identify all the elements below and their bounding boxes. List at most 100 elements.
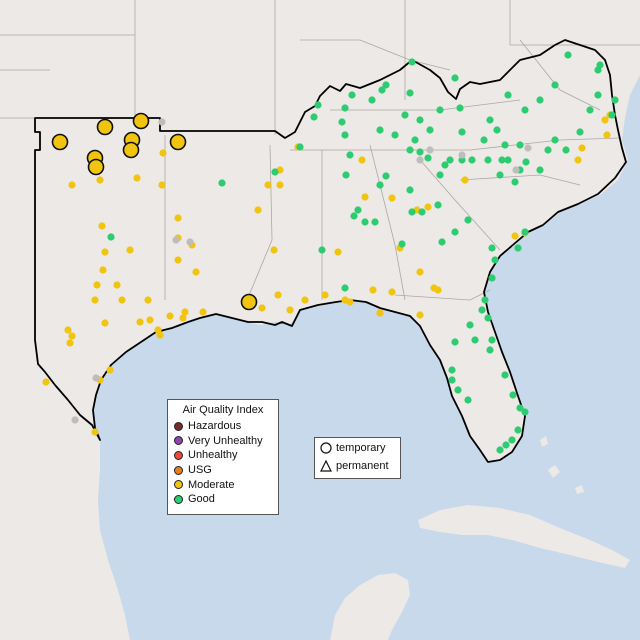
good-site-marker[interactable] [342, 171, 350, 179]
moderate-site-marker[interactable] [158, 181, 166, 189]
good-site-marker[interactable] [488, 274, 496, 282]
good-site-marker[interactable] [107, 233, 115, 241]
good-site-marker[interactable] [466, 321, 474, 329]
good-site-marker[interactable] [348, 91, 356, 99]
good-site-marker[interactable] [218, 179, 226, 187]
temporary-moderate-site-marker[interactable] [51, 133, 69, 151]
good-site-marker[interactable] [480, 136, 488, 144]
moderate-site-marker[interactable] [258, 304, 266, 312]
good-site-marker[interactable] [314, 101, 322, 109]
moderate-site-marker[interactable] [146, 316, 154, 324]
good-site-marker[interactable] [354, 206, 362, 214]
no-data-site-marker[interactable] [512, 166, 520, 174]
moderate-site-marker[interactable] [68, 181, 76, 189]
no-data-site-marker[interactable] [92, 374, 100, 382]
moderate-site-marker[interactable] [118, 296, 126, 304]
temporary-moderate-site-marker[interactable] [169, 133, 187, 151]
temporary-moderate-site-marker[interactable] [96, 118, 114, 136]
good-site-marker[interactable] [594, 91, 602, 99]
moderate-site-marker[interactable] [430, 284, 438, 292]
moderate-site-marker[interactable] [101, 248, 109, 256]
good-site-marker[interactable] [408, 208, 416, 216]
temporary-moderate-site-marker[interactable] [132, 112, 150, 130]
good-site-marker[interactable] [522, 158, 530, 166]
good-site-marker[interactable] [562, 146, 570, 154]
good-site-marker[interactable] [486, 346, 494, 354]
moderate-site-marker[interactable] [346, 298, 354, 306]
moderate-site-marker[interactable] [68, 332, 76, 340]
good-site-marker[interactable] [296, 143, 304, 151]
good-site-marker[interactable] [551, 136, 559, 144]
good-site-marker[interactable] [536, 96, 544, 104]
good-site-marker[interactable] [514, 426, 522, 434]
good-site-marker[interactable] [478, 306, 486, 314]
moderate-site-marker[interactable] [93, 281, 101, 289]
moderate-site-marker[interactable] [578, 144, 586, 152]
no-data-site-marker[interactable] [71, 416, 79, 424]
moderate-site-marker[interactable] [66, 339, 74, 347]
good-site-marker[interactable] [521, 228, 529, 236]
good-site-marker[interactable] [493, 126, 501, 134]
good-site-marker[interactable] [501, 141, 509, 149]
moderate-site-marker[interactable] [174, 214, 182, 222]
moderate-site-marker[interactable] [574, 156, 582, 164]
good-site-marker[interactable] [501, 371, 509, 379]
good-site-marker[interactable] [488, 336, 496, 344]
moderate-site-marker[interactable] [42, 378, 50, 386]
good-site-marker[interactable] [368, 96, 376, 104]
good-site-marker[interactable] [608, 111, 616, 119]
good-site-marker[interactable] [434, 201, 442, 209]
moderate-site-marker[interactable] [388, 288, 396, 296]
good-site-marker[interactable] [361, 218, 369, 226]
good-site-marker[interactable] [456, 104, 464, 112]
good-site-marker[interactable] [371, 218, 379, 226]
good-site-marker[interactable] [382, 172, 390, 180]
good-site-marker[interactable] [514, 244, 522, 252]
good-site-marker[interactable] [509, 391, 517, 399]
moderate-site-marker[interactable] [199, 308, 207, 316]
good-site-marker[interactable] [398, 240, 406, 248]
moderate-site-marker[interactable] [181, 308, 189, 316]
good-site-marker[interactable] [508, 436, 516, 444]
good-site-marker[interactable] [436, 171, 444, 179]
good-site-marker[interactable] [338, 118, 346, 126]
good-site-marker[interactable] [464, 396, 472, 404]
moderate-site-marker[interactable] [159, 149, 167, 157]
moderate-site-marker[interactable] [388, 194, 396, 202]
good-site-marker[interactable] [416, 116, 424, 124]
good-site-marker[interactable] [378, 86, 386, 94]
good-site-marker[interactable] [451, 74, 459, 82]
good-site-marker[interactable] [341, 131, 349, 139]
moderate-site-marker[interactable] [91, 296, 99, 304]
good-site-marker[interactable] [448, 366, 456, 374]
moderate-site-marker[interactable] [376, 309, 384, 317]
good-site-marker[interactable] [611, 96, 619, 104]
good-site-marker[interactable] [551, 81, 559, 89]
moderate-site-marker[interactable] [174, 256, 182, 264]
moderate-site-marker[interactable] [126, 246, 134, 254]
good-site-marker[interactable] [502, 441, 510, 449]
good-site-marker[interactable] [516, 404, 524, 412]
good-site-marker[interactable] [451, 228, 459, 236]
good-site-marker[interactable] [496, 446, 504, 454]
good-site-marker[interactable] [408, 58, 416, 66]
good-site-marker[interactable] [464, 216, 472, 224]
moderate-site-marker[interactable] [101, 319, 109, 327]
moderate-site-marker[interactable] [321, 291, 329, 299]
good-site-marker[interactable] [481, 296, 489, 304]
good-site-marker[interactable] [451, 338, 459, 346]
no-data-site-marker[interactable] [426, 146, 434, 154]
no-data-site-marker[interactable] [158, 118, 166, 126]
moderate-site-marker[interactable] [358, 156, 366, 164]
moderate-site-marker[interactable] [264, 181, 272, 189]
no-data-site-marker[interactable] [458, 151, 466, 159]
moderate-site-marker[interactable] [416, 311, 424, 319]
good-site-marker[interactable] [346, 151, 354, 159]
no-data-site-marker[interactable] [186, 238, 194, 246]
good-site-marker[interactable] [458, 128, 466, 136]
good-site-marker[interactable] [458, 156, 466, 164]
moderate-site-marker[interactable] [64, 326, 72, 334]
good-site-marker[interactable] [271, 168, 279, 176]
good-site-marker[interactable] [544, 146, 552, 154]
moderate-site-marker[interactable] [334, 248, 342, 256]
